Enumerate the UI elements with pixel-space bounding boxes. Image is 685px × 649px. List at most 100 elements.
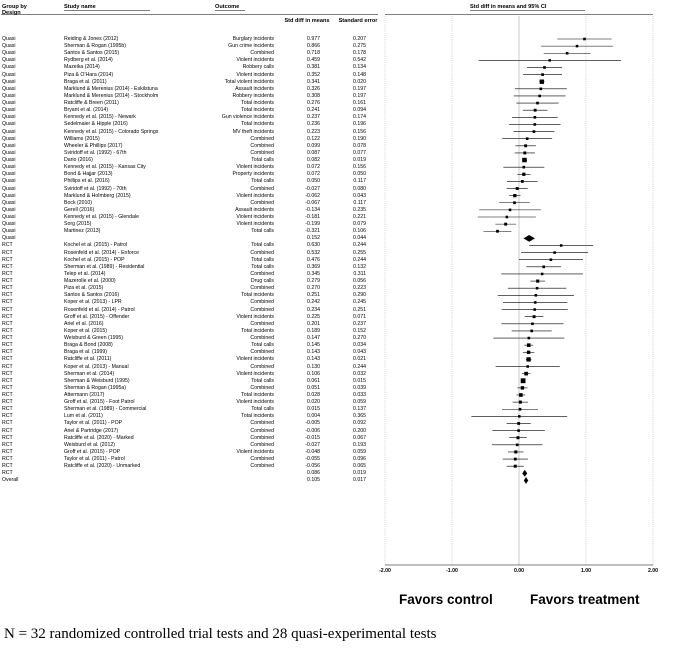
row-outcome: Total incidents (241, 327, 274, 334)
row-outcome: Total calls (251, 342, 274, 349)
row-d: 0.381 (307, 64, 320, 71)
effect-square (520, 180, 524, 183)
row-outcome: Violent incidents (236, 221, 274, 228)
row-design: RCT (2, 399, 13, 406)
row-d: 0.122 (307, 135, 320, 142)
effect-square (504, 222, 508, 226)
row-d: 0.143 (307, 356, 320, 363)
row-study: Dario (2016) (64, 157, 93, 164)
row-study: Taylor et al. (2011) - Patrol (64, 456, 125, 463)
effect-square (526, 365, 529, 368)
row-study: Mazeika (2014) (64, 64, 100, 71)
row-d: 0.476 (307, 256, 320, 263)
row-design: Quasi (2, 142, 16, 149)
row-study: Sherman & Weisburd (1995) (64, 377, 130, 384)
row-se: 0.197 (353, 85, 366, 92)
row-design: RCT (2, 384, 13, 391)
row-study: Braga et al. (1999) (64, 349, 107, 356)
row-d: 0.051 (307, 384, 320, 391)
row-se: 0.275 (353, 43, 366, 50)
row-design: RCT (2, 406, 13, 413)
row-d: 0.866 (307, 43, 320, 50)
row-d: 0.020 (307, 399, 320, 406)
row-se: 0.200 (353, 427, 366, 434)
row-study: Sherman et al. (2014) (64, 370, 115, 377)
row-study: Ratcliffe et al. (2020) - Unmarked (64, 463, 141, 470)
row-se: 0.255 (353, 249, 366, 256)
row-design: RCT (2, 342, 13, 349)
row-study: Weisburd & Green (1995) (64, 335, 124, 342)
row-outcome: Violent incidents (236, 448, 274, 455)
effect-square (549, 258, 553, 262)
row-design: Quasi (2, 57, 16, 64)
row-design: Quasi (2, 157, 16, 164)
row-outcome: Total incidents (241, 392, 274, 398)
row-design: Quasi (2, 214, 16, 220)
row-outcome: Robbery calls (242, 64, 274, 71)
effect-square (508, 208, 512, 212)
effect-square (535, 286, 539, 290)
row-design: RCT (2, 292, 13, 299)
row-se: 0.196 (353, 121, 366, 128)
row-outcome: Combined (250, 441, 274, 448)
row-se: 0.207 (353, 36, 366, 42)
row-se: 0.134 (353, 64, 366, 71)
header-study-name: Study name (64, 4, 96, 10)
row-outcome: Combined (250, 142, 274, 149)
row-d: 0.352 (307, 71, 320, 78)
effect-square (530, 329, 533, 333)
row-d: 0.308 (307, 92, 320, 99)
row-se: 0.021 (353, 356, 366, 363)
row-se: 0.190 (353, 135, 366, 142)
row-se: 0.096 (353, 456, 366, 463)
row-d: -0.067 (305, 199, 320, 206)
row-study: Sorg (2015) (64, 221, 92, 228)
row-study: Kochel et al. (2015) - Patrol (64, 242, 128, 249)
row-study: Kennedy et al. (2015) - Glendale (64, 214, 139, 220)
row-se: 0.117 (353, 178, 366, 185)
effect-square (513, 457, 517, 461)
row-outcome: Total calls (251, 263, 274, 270)
effect-square (516, 436, 520, 440)
row-outcome: Combined (250, 185, 274, 192)
row-outcome: Total calls (251, 228, 274, 235)
row-se: 0.033 (353, 392, 366, 398)
effect-square (532, 130, 536, 133)
effect-square (533, 108, 537, 112)
row-se: 0.193 (353, 441, 366, 448)
row-d: 0.130 (307, 363, 320, 370)
row-d: 0.251 (307, 292, 320, 299)
row-se: 0.059 (353, 448, 366, 455)
row-d: 0.189 (307, 327, 320, 334)
row-design: RCT (2, 456, 13, 463)
row-d: 0.234 (307, 306, 320, 313)
effect-square (518, 415, 521, 418)
row-outcome: Total incidents (241, 107, 274, 114)
row-d: 0.152 (307, 235, 320, 242)
row-se: 0.148 (353, 71, 366, 78)
row-d: 0.015 (307, 406, 320, 413)
row-se: 0.106 (353, 228, 366, 235)
row-design: RCT (2, 413, 13, 420)
effect-square (518, 400, 522, 404)
effect-square (515, 443, 519, 447)
row-design: Quasi (2, 78, 16, 85)
row-d: 0.087 (307, 149, 320, 156)
pooled-diamond (523, 477, 529, 484)
row-se: 0.043 (353, 192, 366, 199)
row-se: 0.270 (353, 335, 366, 342)
row-outcome: Property incidents (232, 171, 274, 178)
row-design: Quasi (2, 92, 16, 99)
row-design: RCT (2, 242, 13, 249)
row-study: Rosenfeld et al. (2014) - Patrol (64, 306, 135, 313)
row-d: -0.055 (305, 456, 320, 463)
row-se: 0.044 (353, 235, 366, 242)
row-outcome: Total incidents (241, 121, 274, 128)
favors-control-label: Favors control (399, 592, 493, 607)
header-outcome: Outcome (215, 4, 240, 10)
row-study: Groff et al. (2015) - POP (64, 448, 121, 455)
row-outcome: Total incidents (241, 413, 274, 420)
row-design: RCT (2, 441, 13, 448)
row-d: 0.225 (307, 313, 320, 320)
row-study: Rydberg et al. (2014) (64, 57, 113, 64)
